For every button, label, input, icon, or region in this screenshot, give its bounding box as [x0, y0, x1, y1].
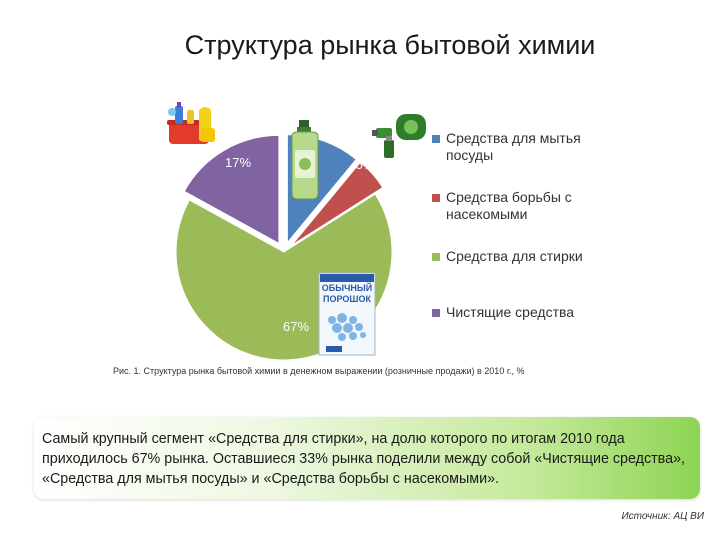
summary-box: Самый крупный сегмент «Средства для стир… [34, 417, 700, 499]
legend-item-cleaning: Чистящие средства [432, 304, 596, 321]
pie-data-label: 11% [336, 128, 361, 143]
pie-data-label: 5% [356, 157, 375, 172]
pie-slice [291, 161, 384, 246]
insect-repellent-icon [372, 114, 426, 158]
cleaning-supplies-icon [167, 102, 215, 144]
page-title: Структура рынка бытовой химии [184, 30, 596, 60]
powder-box-text-2: ПОРОШОК [323, 294, 371, 304]
legend-swatch [432, 309, 440, 317]
legend-label: Средства для мытья посуды [446, 130, 581, 163]
legend-label: Средства борьбы с насекомыми [446, 189, 572, 222]
source-note: Источник: АЦ ВИ [621, 511, 704, 522]
pie-data-label: 17% [225, 155, 251, 170]
summary-text: Самый крупный сегмент «Средства для стир… [42, 431, 685, 487]
legend-item-insects: Средства борьбы с насекомыми [432, 189, 596, 223]
dish-soap-bottle-icon [291, 120, 319, 200]
legend-item-laundry: Средства для стирки [432, 248, 596, 265]
legend-swatch [432, 135, 440, 143]
legend-label: Чистящие средства [446, 304, 575, 320]
legend-swatch [432, 253, 440, 261]
powder-box-text-1: ОБЫЧНЫЙ [321, 283, 373, 293]
legend-swatch [432, 194, 440, 202]
pie-slice [183, 134, 280, 245]
legend-item-dish: Средства для мытья посуды [432, 130, 596, 164]
pie-data-label: 67% [283, 319, 309, 334]
figure-caption: Рис. 1. Структура рынка бытовой химии в … [113, 366, 525, 376]
legend-label: Средства для стирки [446, 248, 583, 264]
washing-powder-box-icon: ОБЫЧНЫЙ ПОРОШОК [318, 272, 376, 356]
